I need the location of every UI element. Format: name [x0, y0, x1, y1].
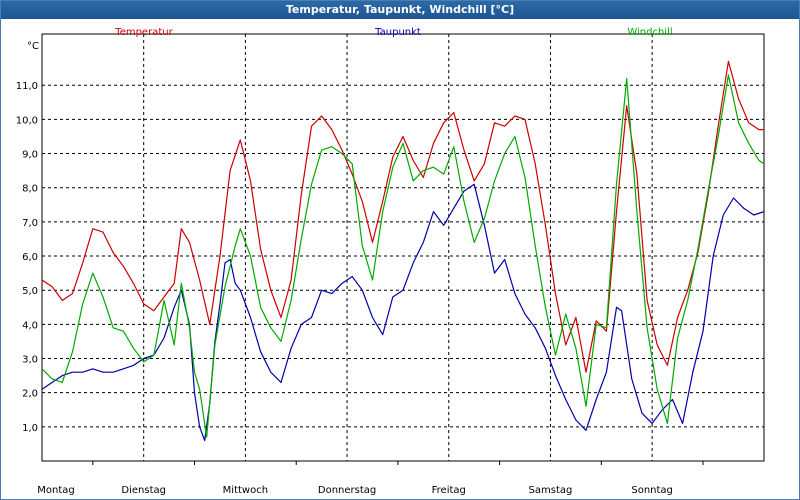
y-tick-label: 7,0	[22, 218, 38, 229]
legend-taupunkt: Taupunkt	[374, 27, 421, 38]
y-tick-label: 2,0	[22, 389, 38, 400]
legend-temperatur: Temperatur	[114, 27, 173, 38]
y-tick-label: 8,0	[22, 184, 38, 195]
y-tick-label: 5,0	[22, 286, 38, 297]
x-day-label: Sonntag	[631, 485, 673, 496]
y-unit-label: °C	[27, 41, 39, 52]
legend-windchill: Windchill	[627, 27, 672, 38]
y-tick-label: 4,0	[22, 320, 38, 331]
series-line-windchill	[41, 74, 765, 438]
x-day-label: Donnerstag	[318, 485, 376, 496]
y-tick-label: 1,0	[22, 423, 38, 434]
x-day-label: Samstag	[529, 485, 573, 496]
y-tick-label: 3,0	[22, 355, 38, 366]
temperature-chart: 1,0 2,0 3,0 4,0 5,0 6,0 7,0 8,0 9,0 10,0 11,0 °C Mon…	[16, 27, 765, 496]
x-day-label: Dienstag	[121, 485, 166, 496]
plot-frame	[41, 33, 765, 462]
x-day-label: Mittwoch	[223, 485, 268, 496]
y-tick-label: 10,0	[16, 115, 38, 126]
series-line-temperatur	[41, 60, 764, 373]
x-day-label: Montag	[37, 485, 74, 496]
y-tick-label: 6,0	[22, 252, 38, 263]
series-line-taupunkt	[41, 183, 765, 442]
window-title: Temperatur, Taupunkt, Windchill [°C]	[1, 1, 799, 19]
y-tick-label: 9,0	[22, 150, 38, 161]
x-day-label: Freitag	[432, 485, 466, 496]
y-tick-label: 11,0	[16, 81, 38, 92]
